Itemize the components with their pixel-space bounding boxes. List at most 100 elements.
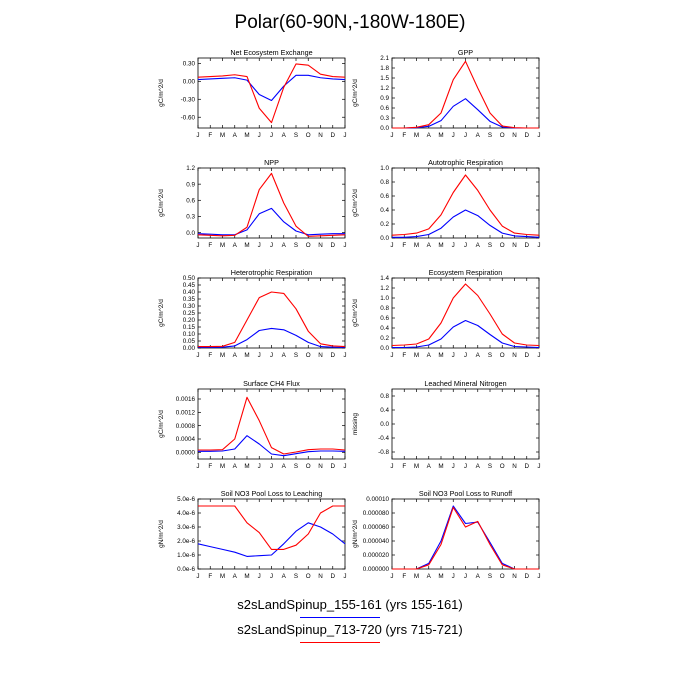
series-line-1 <box>392 209 540 238</box>
x-tick-label: J <box>390 573 393 580</box>
x-tick-label: M <box>220 132 225 139</box>
y-tick-label: 0.000020 <box>363 552 390 559</box>
x-tick-label: J <box>452 132 455 139</box>
x-tick-label: M <box>220 573 225 580</box>
x-tick-label: M <box>244 132 249 139</box>
x-tick-label: A <box>476 352 481 359</box>
legend-label-1: s2sLandSpinup_155-161 (yrs 155-161) <box>237 597 463 612</box>
y-tick-label: 1.5 <box>380 75 389 82</box>
x-tick-label: M <box>438 573 443 580</box>
plot-frame <box>391 167 540 239</box>
y-tick-label: 0.15 <box>183 324 196 331</box>
y-tick-label: 0.6 <box>380 105 389 112</box>
panel-title: Ecosystem Respiration <box>429 268 503 277</box>
x-tick-label: J <box>196 242 199 249</box>
x-tick-label: O <box>306 463 311 470</box>
y-tick-label: 1.4 <box>380 275 389 282</box>
plot-frame <box>197 57 346 129</box>
x-tick-label: A <box>282 463 287 470</box>
y-axis-label: gN/m^2/d <box>352 520 359 548</box>
x-tick-label: J <box>537 242 540 249</box>
series-line-2 <box>197 172 346 237</box>
x-tick-label: O <box>306 573 311 580</box>
x-tick-label: F <box>402 463 406 470</box>
y-tick-label: 3.0e-6 <box>177 524 195 531</box>
y-axis-label: gC/m^2/d <box>158 299 165 327</box>
y-axis-label: missing <box>352 413 359 435</box>
x-tick-label: D <box>524 132 529 139</box>
x-tick-label: A <box>427 463 432 470</box>
panel-6: Ecosystem Respiration gC/m^2/d 0.0 0.2 0.4 0.… <box>352 268 541 359</box>
y-tick-label: 2.1 <box>380 55 389 62</box>
x-tick-label: J <box>270 132 273 139</box>
y-tick-label: 0.0 <box>380 235 389 242</box>
y-tick-label: 0.40 <box>183 289 196 296</box>
series-line-2 <box>391 283 540 347</box>
y-tick-label: 0.0e-6 <box>177 566 195 573</box>
x-tick-label: A <box>233 242 238 249</box>
x-tick-label: J <box>452 573 455 580</box>
y-tick-label: 0.6 <box>380 315 389 322</box>
series-line-1 <box>198 435 346 457</box>
x-tick-label: S <box>294 463 298 470</box>
y-tick-label: 0.30 <box>183 303 196 310</box>
series-line-1 <box>197 74 346 102</box>
panel-title: NPP <box>264 158 279 167</box>
plot-frame <box>197 498 346 570</box>
plot-frame <box>197 277 346 349</box>
y-tick-label: 0.0 <box>380 345 389 352</box>
y-tick-label: 0.0000 <box>176 450 196 457</box>
x-tick-label: A <box>233 132 238 139</box>
x-tick-label: M <box>438 352 443 359</box>
y-tick-label: -0.4 <box>378 435 389 442</box>
panel-title: Heterotrophic Respiration <box>231 268 313 277</box>
x-tick-label: A <box>476 132 481 139</box>
x-tick-label: S <box>488 132 492 139</box>
series-line-2 <box>197 63 346 124</box>
x-tick-label: A <box>476 242 481 249</box>
y-tick-label: 5.0e-6 <box>177 496 195 503</box>
plot-frame <box>391 388 540 460</box>
panel-9: Soil NO3 Pool Loss to Leaching gN/m^2/d 0.… <box>158 489 347 580</box>
series-line-1 <box>198 327 346 348</box>
plot-frame <box>391 277 540 349</box>
y-tick-label: 0.6 <box>380 193 389 200</box>
y-tick-label: -0.60 <box>181 114 196 121</box>
x-tick-label: J <box>390 132 393 139</box>
series-line-2 <box>198 291 346 348</box>
x-tick-label: O <box>500 463 505 470</box>
x-tick-label: A <box>282 352 287 359</box>
y-tick-label: 0.3 <box>186 214 195 221</box>
y-tick-label: 0.8 <box>380 393 389 400</box>
x-tick-label: A <box>233 573 238 580</box>
x-tick-label: O <box>306 132 311 139</box>
plot-frame <box>391 57 540 129</box>
x-tick-label: N <box>512 352 517 359</box>
x-tick-label: J <box>343 352 346 359</box>
x-tick-label: N <box>318 352 323 359</box>
x-tick-label: A <box>476 463 481 470</box>
x-tick-label: J <box>537 463 540 470</box>
y-tick-label: 1.8 <box>380 65 389 72</box>
y-axis-label: gC/m^2/d <box>352 299 359 327</box>
x-tick-label: F <box>402 573 406 580</box>
x-tick-label: M <box>244 352 249 359</box>
y-tick-label: 4.0e-6 <box>177 510 195 517</box>
x-tick-label: D <box>330 463 335 470</box>
x-tick-label: F <box>402 352 406 359</box>
y-tick-label: 1.2 <box>380 85 389 92</box>
y-tick-label: 0.0 <box>186 230 195 237</box>
y-tick-label: -0.8 <box>378 449 389 456</box>
x-tick-label: A <box>282 132 287 139</box>
y-tick-label: 0.9 <box>186 181 195 188</box>
x-tick-label: J <box>464 352 467 359</box>
plot-frame <box>197 167 346 239</box>
x-tick-label: J <box>270 463 273 470</box>
y-tick-label: 0.45 <box>183 282 196 289</box>
y-tick-label: 0.000060 <box>363 524 390 531</box>
x-tick-label: S <box>294 573 298 580</box>
y-tick-label: 0.2 <box>380 335 389 342</box>
panel-title: Soil NO3 Pool Loss to Runoff <box>419 489 512 498</box>
y-tick-label: 0.0 <box>380 421 389 428</box>
y-tick-label: 0.00 <box>183 79 196 86</box>
